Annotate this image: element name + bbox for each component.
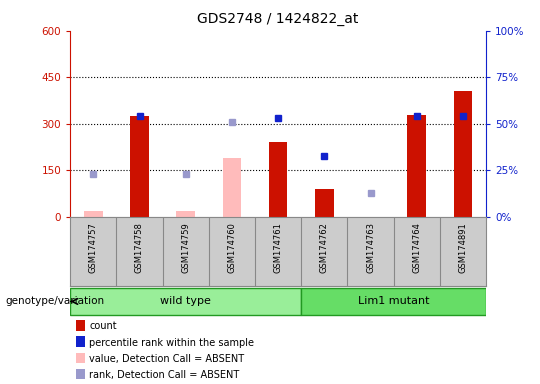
Bar — [222, 158, 241, 217]
Text: GSM174761: GSM174761 — [274, 222, 282, 273]
Text: GSM174760: GSM174760 — [227, 222, 237, 273]
Bar — [70, 288, 301, 315]
Bar — [408, 114, 426, 217]
Text: GSM174763: GSM174763 — [366, 222, 375, 273]
Text: percentile rank within the sample: percentile rank within the sample — [89, 338, 254, 348]
Text: GSM174891: GSM174891 — [458, 222, 468, 273]
Text: GSM174758: GSM174758 — [135, 222, 144, 273]
Text: value, Detection Call = ABSENT: value, Detection Call = ABSENT — [89, 354, 244, 364]
Bar — [454, 91, 472, 217]
Bar — [301, 288, 486, 315]
Bar — [177, 211, 195, 217]
Text: Lim1 mutant: Lim1 mutant — [358, 296, 429, 306]
Text: genotype/variation: genotype/variation — [5, 296, 105, 306]
Text: wild type: wild type — [160, 296, 211, 306]
Bar — [130, 116, 148, 217]
Bar — [315, 189, 334, 217]
Bar — [269, 142, 287, 217]
Text: GSM174759: GSM174759 — [181, 222, 190, 273]
Title: GDS2748 / 1424822_at: GDS2748 / 1424822_at — [198, 12, 359, 25]
Bar — [84, 211, 103, 217]
Text: count: count — [89, 321, 117, 331]
Text: rank, Detection Call = ABSENT: rank, Detection Call = ABSENT — [89, 370, 239, 380]
Text: GSM174762: GSM174762 — [320, 222, 329, 273]
Text: GSM174764: GSM174764 — [412, 222, 421, 273]
Text: GSM174757: GSM174757 — [89, 222, 98, 273]
